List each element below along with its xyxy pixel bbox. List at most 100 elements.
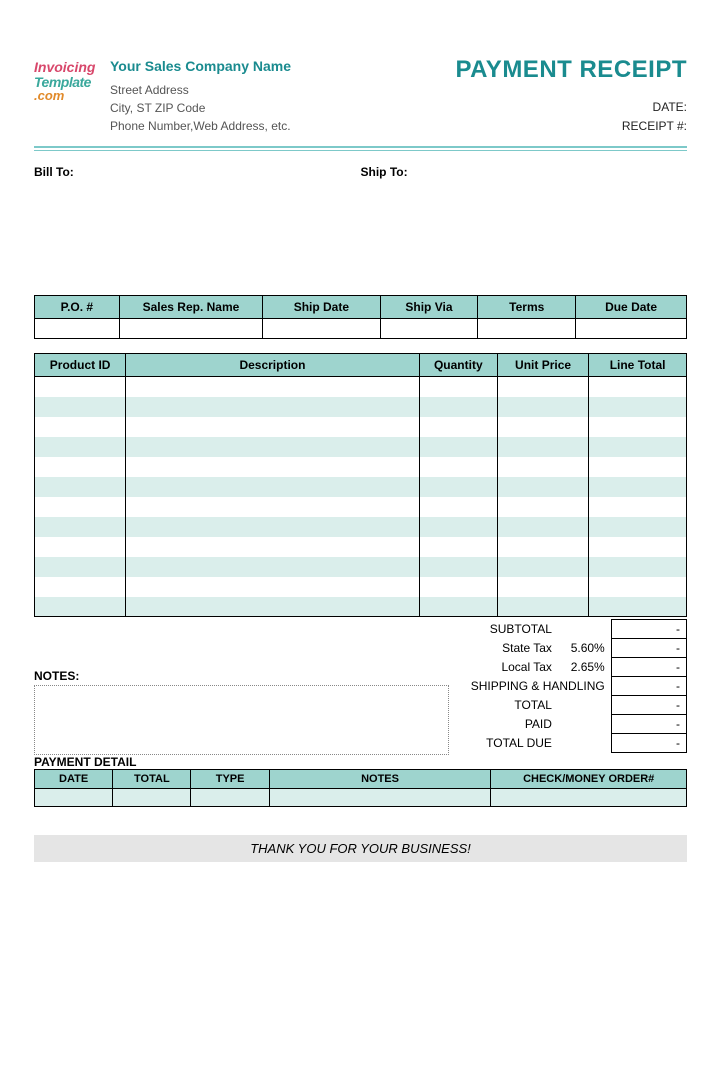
- line-item-cell[interactable]: [497, 537, 588, 557]
- summary-label: PAID: [449, 715, 558, 734]
- payment-cell[interactable]: [191, 789, 269, 807]
- line-item-cell[interactable]: [126, 557, 419, 577]
- date-label: DATE:: [455, 98, 687, 117]
- line-item-cell[interactable]: [419, 417, 497, 437]
- header: Invoicing Template .com Your Sales Compa…: [34, 56, 687, 136]
- line-item-row: [35, 557, 687, 577]
- line-item-cell[interactable]: [35, 557, 126, 577]
- line-item-cell[interactable]: [589, 497, 687, 517]
- summary-value: -: [611, 734, 686, 753]
- line-item-cell[interactable]: [126, 537, 419, 557]
- line-item-row: [35, 477, 687, 497]
- line-item-cell[interactable]: [126, 377, 419, 397]
- line-item-cell[interactable]: [35, 597, 126, 617]
- line-item-cell[interactable]: [35, 377, 126, 397]
- payment-header-cell: NOTES: [269, 770, 491, 789]
- line-item-cell[interactable]: [497, 497, 588, 517]
- payment-row: [35, 789, 687, 807]
- order-cell[interactable]: [35, 319, 120, 339]
- order-cell[interactable]: [263, 319, 380, 339]
- line-item-cell[interactable]: [497, 397, 588, 417]
- meta: DATE: RECEIPT #:: [455, 98, 687, 136]
- payment-cell[interactable]: [113, 789, 191, 807]
- line-item-cell[interactable]: [497, 377, 588, 397]
- document-title: PAYMENT RECEIPT: [455, 56, 687, 84]
- line-item-cell[interactable]: [35, 577, 126, 597]
- line-item-cell[interactable]: [589, 557, 687, 577]
- order-cell[interactable]: [380, 319, 478, 339]
- line-item-cell[interactable]: [419, 397, 497, 417]
- line-item-cell[interactable]: [589, 377, 687, 397]
- line-item-cell[interactable]: [497, 477, 588, 497]
- items-header-cell: Quantity: [419, 354, 497, 377]
- line-item-row: [35, 597, 687, 617]
- payment-cell[interactable]: [269, 789, 491, 807]
- line-item-cell[interactable]: [35, 457, 126, 477]
- line-item-cell[interactable]: [497, 417, 588, 437]
- line-item-row: [35, 537, 687, 557]
- line-item-cell[interactable]: [497, 597, 588, 617]
- payment-cell[interactable]: [35, 789, 113, 807]
- line-item-cell[interactable]: [497, 577, 588, 597]
- line-item-cell[interactable]: [35, 477, 126, 497]
- line-item-cell[interactable]: [419, 477, 497, 497]
- line-item-cell[interactable]: [419, 457, 497, 477]
- line-item-cell[interactable]: [419, 497, 497, 517]
- line-item-cell[interactable]: [35, 517, 126, 537]
- line-item-cell[interactable]: [35, 437, 126, 457]
- line-item-cell[interactable]: [419, 557, 497, 577]
- ship-to-label: Ship To:: [361, 165, 408, 179]
- items-header-cell: Description: [126, 354, 419, 377]
- line-item-cell[interactable]: [126, 477, 419, 497]
- company-block: Your Sales Company Name Street Address C…: [110, 56, 455, 135]
- line-item-cell[interactable]: [497, 457, 588, 477]
- line-item-cell[interactable]: [35, 417, 126, 437]
- line-item-cell[interactable]: [589, 437, 687, 457]
- order-header-cell: Terms: [478, 296, 576, 319]
- order-cell[interactable]: [119, 319, 262, 339]
- payment-cell[interactable]: [491, 789, 687, 807]
- line-item-cell[interactable]: [419, 577, 497, 597]
- line-item-cell[interactable]: [35, 537, 126, 557]
- line-item-cell[interactable]: [419, 437, 497, 457]
- logo-line1: Invoicing: [34, 60, 98, 75]
- line-item-cell[interactable]: [126, 417, 419, 437]
- receipt-label: RECEIPT #:: [455, 117, 687, 136]
- line-item-cell[interactable]: [589, 477, 687, 497]
- line-item-cell[interactable]: [126, 577, 419, 597]
- line-items-table: Product IDDescriptionQuantityUnit PriceL…: [34, 353, 687, 617]
- line-item-cell[interactable]: [126, 497, 419, 517]
- line-item-cell[interactable]: [126, 457, 419, 477]
- order-cell[interactable]: [576, 319, 687, 339]
- order-cell[interactable]: [478, 319, 576, 339]
- line-item-cell[interactable]: [35, 497, 126, 517]
- line-item-cell[interactable]: [589, 397, 687, 417]
- line-item-cell[interactable]: [419, 537, 497, 557]
- line-item-cell[interactable]: [589, 457, 687, 477]
- line-item-cell[interactable]: [497, 437, 588, 457]
- line-item-cell[interactable]: [419, 517, 497, 537]
- line-item-cell[interactable]: [126, 597, 419, 617]
- line-item-cell[interactable]: [419, 377, 497, 397]
- line-item-row: [35, 497, 687, 517]
- thank-you-footer: THANK YOU FOR YOUR BUSINESS!: [34, 835, 687, 862]
- line-item-cell[interactable]: [126, 517, 419, 537]
- line-item-cell[interactable]: [497, 557, 588, 577]
- summary-value: -: [611, 715, 686, 734]
- line-item-cell[interactable]: [419, 597, 497, 617]
- line-item-cell[interactable]: [589, 577, 687, 597]
- line-item-cell[interactable]: [35, 397, 126, 417]
- line-item-cell[interactable]: [589, 597, 687, 617]
- items-header-cell: Product ID: [35, 354, 126, 377]
- order-info-table: P.O. #Sales Rep. NameShip DateShip ViaTe…: [34, 295, 687, 339]
- line-item-cell[interactable]: [126, 437, 419, 457]
- line-item-cell[interactable]: [589, 517, 687, 537]
- line-item-cell[interactable]: [589, 417, 687, 437]
- line-item-cell[interactable]: [589, 537, 687, 557]
- summary-pct: 2.65%: [558, 658, 611, 677]
- summary-value: -: [611, 639, 686, 658]
- payment-header-cell: TYPE: [191, 770, 269, 789]
- line-item-cell[interactable]: [126, 397, 419, 417]
- line-item-cell[interactable]: [497, 517, 588, 537]
- notes-box[interactable]: [34, 685, 449, 755]
